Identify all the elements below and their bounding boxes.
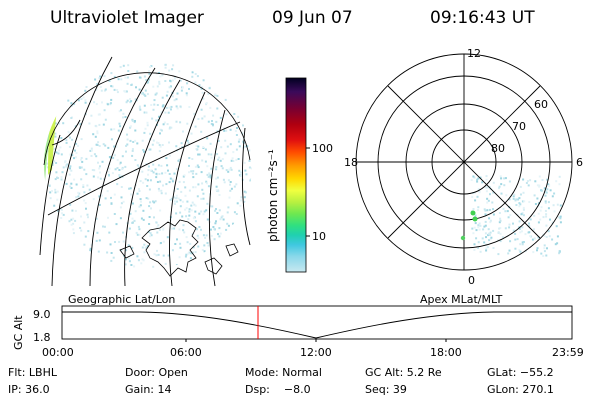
uv-globe-image [38, 56, 252, 287]
seq-info: Seq: 39 [365, 383, 407, 396]
alt-tick-9: 9.0 [33, 308, 51, 321]
aurora-band-core [48, 88, 60, 175]
altitude-curve [62, 311, 572, 339]
alt-tick-1-8: 1.8 [33, 331, 51, 344]
observation-date: 09 Jun 07 [272, 8, 353, 28]
colorbar-scale [285, 77, 307, 273]
apex-label: Apex MLat/MLT [420, 293, 503, 306]
door-info: Door: Open [125, 366, 188, 379]
time-tick-1800: 18:00 [430, 346, 462, 359]
time-tick-0000: 00:00 [42, 346, 74, 359]
coastline [119, 219, 239, 277]
colorbar-tick-10: 10 [312, 230, 326, 243]
time-tick-0600: 06:00 [170, 346, 202, 359]
ip-info: IP: 36.0 [8, 383, 50, 396]
instrument-info: Flt: LBHL Door: Open Mode: Normal GC Alt… [8, 366, 554, 396]
time-tick-1200: 12:00 [300, 346, 332, 359]
dsp-info: Dsp: −8.0 [245, 383, 311, 396]
uv-emission-speckle [44, 63, 252, 268]
colorbar: 100 10 photon cm⁻²s⁻¹ [266, 77, 333, 273]
geo-grid [39, 56, 251, 287]
colorbar-tick-100: 100 [312, 142, 333, 155]
aurora-band-tail [38, 175, 44, 215]
gc-alt-axis-label: GC Alt [12, 315, 25, 350]
time-tick-2359: 23:59 [552, 346, 584, 359]
globe-limb [43, 72, 251, 166]
geographic-label: Geographic Lat/Lon [68, 293, 175, 306]
glat-info: GLat: −55.2 [487, 366, 554, 379]
mlt-label-6: 6 [576, 156, 583, 169]
glon-info: GLon: 270.1 [487, 383, 554, 396]
mlat-label-70: 70 [512, 120, 526, 133]
mlat-label-80: 80 [491, 142, 505, 155]
observation-time: 09:16:43 UT [430, 8, 535, 28]
altitude-timeline: Geographic Lat/Lon Apex MLat/MLT GC Alt … [12, 293, 584, 359]
mlt-label-12: 12 [467, 47, 481, 60]
colorbar-unit-label: photon cm⁻²s⁻¹ [266, 149, 280, 242]
aurora-band [44, 90, 58, 230]
mlat-label-60: 60 [534, 98, 548, 111]
gc-alt-info: GC Alt: 5.2 Re [365, 366, 442, 379]
mlt-label-0: 0 [468, 274, 475, 287]
filter-info: Flt: LBHL [8, 366, 58, 379]
polar-mlat-mlt-plot: 12 18 6 0 60 70 80 [344, 47, 583, 287]
mode-info: Mode: Normal [245, 366, 322, 379]
mlt-label-18: 18 [344, 156, 358, 169]
gain-info: Gain: 14 [125, 383, 172, 396]
imager-title: Ultraviolet Imager [50, 8, 204, 28]
